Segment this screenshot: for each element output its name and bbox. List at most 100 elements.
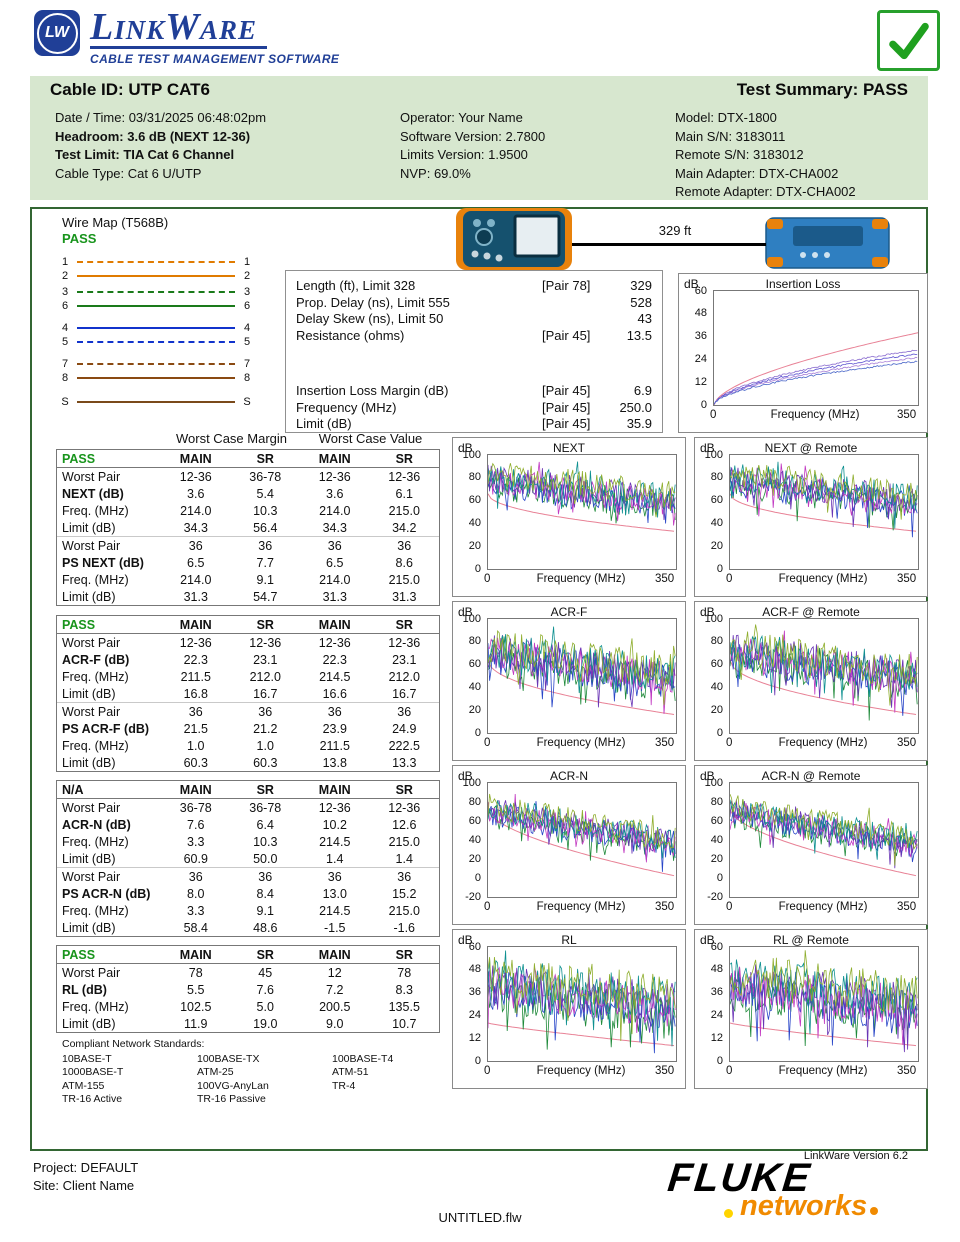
column-header: MAIN	[318, 947, 351, 962]
chart-acr-n: ACR-N dB 100 80 60 40 20 0 -20 0 Frequency (MHz) 35…	[452, 765, 686, 925]
value-cell: 36	[397, 538, 412, 553]
chart-title: ACR-N	[550, 769, 588, 783]
row-label: NEXT (dB)	[62, 486, 124, 501]
value-cell: 12-36	[179, 635, 212, 650]
x-start-label: 0	[484, 1065, 491, 1077]
cable-id: Cable ID: UTP CAT6	[50, 79, 210, 99]
value-cell: 215.0	[388, 572, 420, 587]
result-table-header: PASS MAIN SR MAIN SR	[57, 616, 439, 634]
value-cell: 36	[258, 704, 273, 719]
brand-tagline: CABLE TEST MANAGEMENT SOFTWARE	[90, 52, 340, 66]
row-label: Freq. (MHz)	[62, 669, 129, 684]
chart-acr-f-remote: ACR-F @ Remote dB 100 80 60 40 20 0 0 Frequency (…	[694, 601, 928, 761]
measurement-label: Insertion Loss Margin (dB)	[296, 383, 449, 398]
wire-line	[77, 377, 235, 379]
chart-canvas	[730, 794, 918, 877]
measurement-value: 528	[630, 294, 652, 310]
x-axis-label: Frequency (MHz)	[536, 737, 626, 749]
value-cell: 58.4	[183, 920, 208, 935]
info-line: Model: DTX-1800	[675, 110, 777, 125]
value-cell: 12-36	[179, 469, 212, 484]
value-cell: 7.6	[187, 817, 205, 832]
x-end-label: 350	[655, 901, 675, 913]
table-row: PS NEXT (dB) 6.5 7.7 6.5 8.6	[57, 554, 439, 571]
info-line: Software Version: 2.7800	[400, 128, 546, 144]
x-axis-label: Frequency (MHz)	[778, 1065, 868, 1077]
status-badge: PASS	[62, 617, 96, 632]
value-cell: 48.6	[253, 920, 278, 935]
value-cell: 5.5	[187, 982, 205, 997]
x-start-label: 0	[710, 409, 717, 421]
fluke-networks-logo: FLUKE networks	[666, 1156, 928, 1223]
row-label: PS ACR-N (dB)	[62, 886, 151, 901]
table-row: Worst Pair 36-78 36-78 12-36 12-36	[57, 799, 439, 816]
value-cell: 200.5	[319, 999, 351, 1014]
wire-line	[77, 341, 235, 343]
y-tick-label: 12	[468, 1031, 481, 1044]
remote-tester-image	[765, 217, 890, 274]
measurement-pair: [Pair 45]	[542, 383, 591, 398]
column-header: MAIN	[318, 617, 351, 632]
standards-column: 100BASE-TX ATM-25 100VG-AnyLan TR-16 Passiv…	[197, 1053, 332, 1107]
status-badge: PASS	[62, 947, 96, 962]
measurement-row: Delay Skew (ns), Limit 50 43	[296, 311, 652, 328]
chart-rl-remote: RL @ Remote dB 60 48 36 24 12 0 0 Frequency (MHz)…	[694, 929, 928, 1089]
chart-y-unit: dB	[700, 933, 715, 947]
value-cell: 5.0	[256, 999, 274, 1014]
y-tick-label: 20	[468, 852, 481, 865]
y-tick-label: 36	[710, 986, 723, 999]
chart-title: ACR-F	[550, 605, 588, 619]
value-cell: 13.8	[322, 755, 347, 770]
y-tick-label: 40	[468, 680, 481, 693]
value-cell: 31.3	[183, 589, 208, 604]
row-label: PS NEXT (dB)	[62, 555, 144, 570]
y-tick-label: 40	[710, 680, 723, 693]
chart-plot	[487, 782, 677, 898]
value-cell: 214.5	[319, 834, 351, 849]
x-start-label: 0	[484, 737, 491, 749]
chart-canvas	[488, 950, 676, 1054]
y-tick-label: 0	[716, 562, 723, 575]
measurement-label: Delay Skew (ns), Limit 50	[296, 311, 444, 326]
x-start-label: 0	[726, 1065, 733, 1077]
x-end-label: 350	[897, 409, 917, 421]
value-cell: 7.7	[256, 555, 274, 570]
row-label: Worst Pair	[62, 469, 121, 484]
value-cell: -1.5	[323, 920, 346, 935]
value-cell: 16.7	[392, 686, 417, 701]
standard-item: 100BASE-T4	[332, 1052, 394, 1065]
measurement-spacer	[296, 344, 652, 383]
y-tick-label: 0	[474, 726, 481, 739]
chart-canvas	[730, 624, 918, 721]
column-header: SR	[256, 617, 274, 632]
brand-block: LinkWare CABLE TEST MANAGEMENT SOFTWARE	[90, 8, 339, 66]
info-line: Limits Version: 1.9500	[400, 147, 528, 162]
value-cell: 36	[188, 869, 203, 884]
info-line: NVP: 69.0%	[400, 165, 471, 181]
y-tick-label: 40	[710, 833, 723, 846]
result-table: N/A MAIN SR MAIN SR Worst Pair 36-78 36-78 12-36…	[56, 780, 440, 937]
main-tester-image	[455, 207, 573, 276]
measurement-row: Insertion Loss Margin (dB) [Pair 45] 6.9	[296, 383, 652, 400]
table-row: Worst Pair 78 45 12 78	[57, 964, 439, 981]
value-cell: -1.6	[393, 920, 416, 935]
x-axis-label: Frequency (MHz)	[778, 573, 868, 585]
value-cell: 12-36	[318, 800, 351, 815]
wire-line	[77, 401, 235, 403]
row-label: Limit (dB)	[62, 686, 116, 701]
value-cell: 10.3	[253, 503, 278, 518]
pin-number-right: 1	[243, 256, 251, 268]
table-row: Limit (dB) 34.3 56.4 34.3 34.2	[57, 519, 439, 536]
insertion-loss-chart: Insertion Loss dB 60 48 36 24 12 0 0 Frequency (M…	[678, 273, 928, 433]
chart-y-unit: dB	[700, 441, 715, 455]
info-line: Cable Type: Cat 6 U/UTP	[55, 165, 202, 181]
y-tick-label: 100	[462, 776, 481, 789]
standards-column: 10BASE-T 1000BASE-T ATM-155 TR-16 Active	[62, 1053, 197, 1107]
row-label: Limit (dB)	[62, 589, 116, 604]
table-row: Freq. (MHz) 211.5 212.0 214.5 212.0	[57, 668, 439, 685]
table-row: RL (dB) 5.5 7.6 7.2 8.3	[57, 981, 439, 998]
y-tick-label: 48	[468, 963, 481, 976]
y-tick-label: 40	[468, 516, 481, 529]
y-tick-label: 100	[462, 448, 481, 461]
